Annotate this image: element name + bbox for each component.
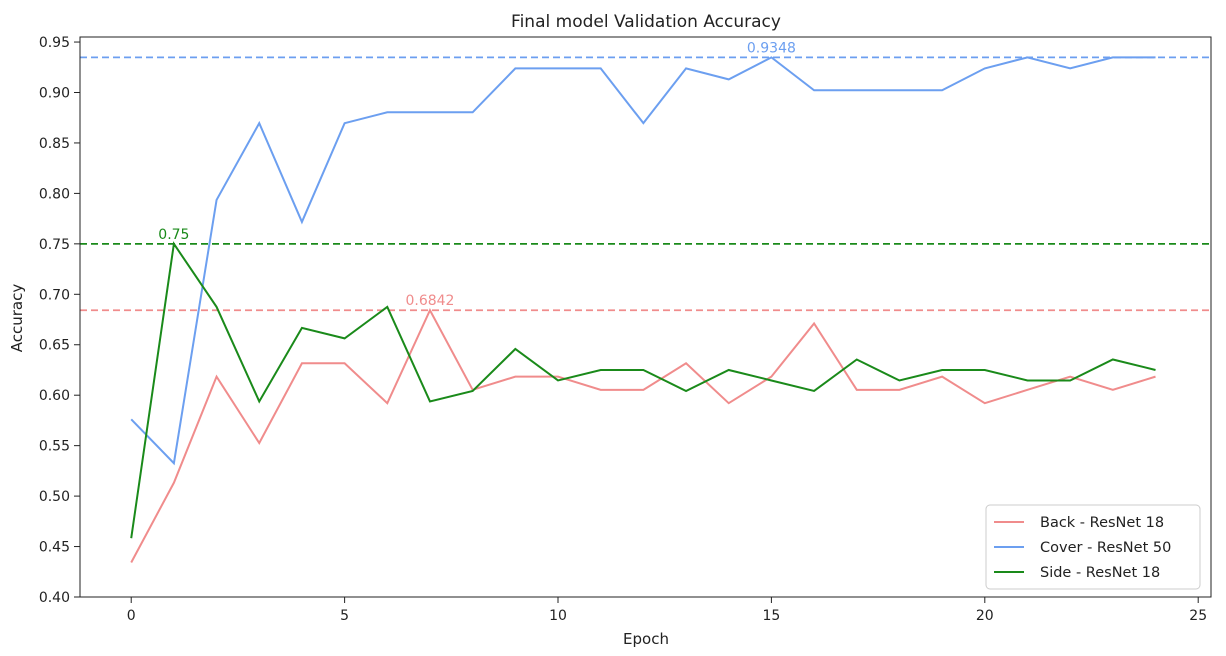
peak-label-0: 0.6842 — [405, 293, 454, 309]
x-axis-label: Epoch — [623, 630, 669, 648]
max-reference-lines — [80, 56, 1211, 312]
y-tick-label-6: 0.70 — [39, 287, 70, 303]
y-tick-label-0: 0.40 — [39, 590, 70, 606]
series-line-1 — [130, 56, 1156, 466]
x-tick-label-5: 25 — [1189, 608, 1207, 624]
x-tick-label-1: 5 — [340, 608, 349, 624]
y-tick-label-11: 0.95 — [39, 35, 70, 51]
y-tick-label-10: 0.90 — [39, 85, 70, 101]
series-line-0 — [130, 307, 1156, 563]
x-tick-label-4: 20 — [976, 608, 994, 624]
peak-label-1: 0.9348 — [747, 40, 796, 56]
peak-label-2: 0.75 — [158, 227, 189, 243]
y-tick-label-3: 0.55 — [39, 439, 70, 455]
y-tick-label-5: 0.65 — [39, 338, 70, 354]
y-tick-label-7: 0.75 — [39, 237, 70, 253]
x-tick-label-3: 15 — [762, 608, 780, 624]
y-axis-ticks: 0.40 0.45 0.50 0.55 0.60 0.65 0.70 0.75 0.80 0.85… — [39, 35, 80, 606]
y-axis-label: Accuracy — [8, 284, 26, 353]
y-tick-label-4: 0.60 — [39, 388, 70, 404]
x-axis-ticks: 0 5 10 15 20 25 — [127, 597, 1207, 624]
x-tick-label-0: 0 — [127, 608, 136, 624]
y-tick-label-2: 0.50 — [39, 489, 70, 505]
y-tick-label-9: 0.85 — [39, 136, 70, 152]
y-tick-label-1: 0.45 — [39, 540, 70, 556]
peak-labels: 0.6842 0.9348 0.75 — [158, 40, 796, 309]
legend-box — [985, 504, 1201, 590]
x-tick-label-2: 10 — [549, 608, 567, 624]
plot-frame — [79, 36, 1212, 598]
series-line-2 — [130, 241, 1156, 539]
legend-label-0: Back - ResNet 18 — [1040, 515, 1164, 531]
y-tick-label-8: 0.80 — [39, 186, 70, 202]
legend-label-1: Cover - ResNet 50 — [1040, 540, 1171, 556]
legend: Back - ResNet 18 Cover - ResNet 50 Side - … — [985, 504, 1201, 590]
legend-label-2: Side - ResNet 18 — [1040, 565, 1160, 581]
series-lines — [130, 56, 1156, 563]
chart-title: Final model Validation Accuracy — [511, 12, 781, 32]
